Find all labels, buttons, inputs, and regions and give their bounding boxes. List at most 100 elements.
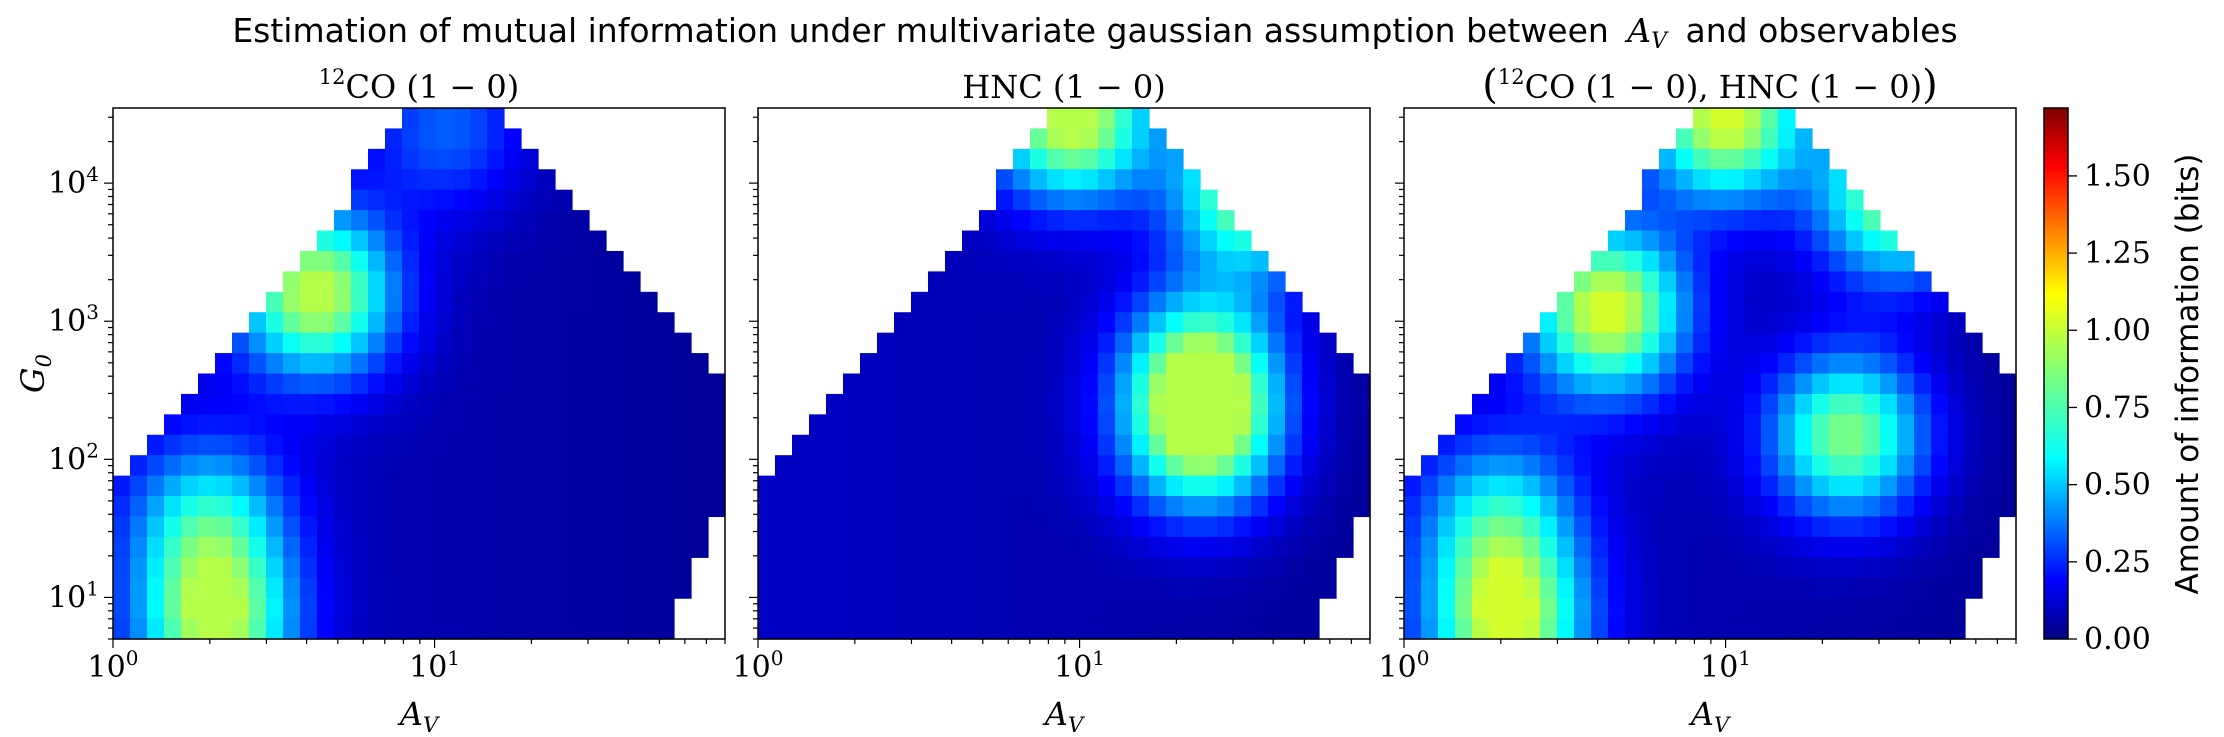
heatmap-cell xyxy=(402,230,420,252)
heatmap-cell xyxy=(877,414,895,436)
heatmap-cell xyxy=(1234,271,1252,293)
heatmap-cell xyxy=(775,496,793,518)
heatmap-cell xyxy=(1540,332,1558,354)
heatmap-cell xyxy=(708,393,726,415)
heatmap-cell xyxy=(334,291,352,313)
heatmap-cell xyxy=(1455,618,1473,640)
heatmap-cell xyxy=(894,312,912,334)
heatmap-cell xyxy=(555,557,573,579)
heatmap-cell xyxy=(640,414,658,436)
heatmap-cell xyxy=(1098,455,1116,477)
heatmap-cell xyxy=(283,414,301,436)
heatmap-cell xyxy=(606,393,624,415)
heatmap-cell xyxy=(1812,516,1830,538)
heatmap-cell xyxy=(945,577,963,599)
heatmap-cell xyxy=(283,536,301,558)
heatmap-cell xyxy=(1659,250,1677,272)
heatmap-cell xyxy=(453,271,471,293)
heatmap-cell xyxy=(1863,393,1881,415)
heatmap-cell xyxy=(1846,210,1864,232)
heatmap-cell xyxy=(1251,250,1269,272)
heatmap-cell xyxy=(572,250,590,272)
heatmap-cell xyxy=(589,598,607,620)
heatmap-cell xyxy=(1166,516,1184,538)
heatmap-cell xyxy=(1761,496,1779,518)
x-axis-label-sub: V xyxy=(1068,713,1085,737)
heatmap-cell xyxy=(436,128,454,150)
heatmap-cell xyxy=(1982,475,2000,497)
heatmap-cell xyxy=(1778,496,1796,518)
heatmap-cell xyxy=(555,291,573,313)
heatmap-cell xyxy=(1336,414,1354,436)
heatmap-cell xyxy=(1625,618,1643,640)
heatmap-cell xyxy=(1149,291,1167,313)
heatmap-cell xyxy=(1217,210,1235,232)
heatmap-cell xyxy=(1591,393,1609,415)
heatmap-cell xyxy=(1285,291,1303,313)
heatmap-cell xyxy=(1829,455,1847,477)
heatmap-cell xyxy=(1914,455,1932,477)
heatmap-cell xyxy=(419,210,437,232)
heatmap-cell xyxy=(1251,353,1269,375)
heatmap-cell xyxy=(589,230,607,252)
heatmap-cell xyxy=(1795,291,1813,313)
heatmap-cell xyxy=(1149,250,1167,272)
heatmap-cell xyxy=(1285,598,1303,620)
heatmap-cell xyxy=(1965,373,1983,395)
heatmap-cell xyxy=(945,353,963,375)
heatmap-cell xyxy=(996,455,1014,477)
heatmap-cell xyxy=(1115,516,1133,538)
heatmap-cell xyxy=(1285,496,1303,518)
heatmap-cell xyxy=(1081,536,1099,558)
heatmap-cell xyxy=(1965,393,1983,415)
heatmap-cell xyxy=(1693,148,1711,170)
heatmap-cell xyxy=(402,373,420,395)
heatmap-cell xyxy=(1812,618,1830,640)
heatmap-cell xyxy=(164,434,182,456)
heatmap-cell xyxy=(1285,577,1303,599)
heatmap-cell xyxy=(1744,210,1762,232)
heatmap-cell xyxy=(708,475,726,497)
heatmap-cell xyxy=(1574,373,1592,395)
heatmap-cell xyxy=(1489,373,1507,395)
heatmap-cell xyxy=(911,414,929,436)
heatmap-cell xyxy=(928,536,946,558)
heatmap-cell xyxy=(1132,230,1150,252)
x-tick-label: 100 xyxy=(733,646,784,685)
heatmap-cell xyxy=(674,414,692,436)
heatmap-cell xyxy=(504,250,522,272)
heatmap-cell xyxy=(266,557,284,579)
heatmap-cell xyxy=(1523,536,1541,558)
heatmap-cell xyxy=(589,455,607,477)
heatmap-cell xyxy=(894,618,912,640)
heatmap-cell xyxy=(1030,393,1048,415)
heatmap-cell xyxy=(657,373,675,395)
heatmap-cell xyxy=(368,250,386,272)
heatmap-cell xyxy=(572,332,590,354)
heatmap-cell xyxy=(300,598,318,620)
heatmap-cell xyxy=(249,557,267,579)
heatmap-cell xyxy=(538,536,556,558)
heatmap-cell xyxy=(1149,148,1167,170)
heatmap-cell xyxy=(1523,353,1541,375)
heatmap-cell xyxy=(1251,271,1269,293)
heatmap-cell xyxy=(708,455,726,477)
heatmap-cell xyxy=(300,434,318,456)
heatmap-cell xyxy=(402,189,420,211)
heatmap-cell xyxy=(385,291,403,313)
heatmap-cell xyxy=(402,598,420,620)
heatmap-cell xyxy=(1081,210,1099,232)
heatmap-cell xyxy=(1642,577,1660,599)
heatmap-cell xyxy=(351,557,369,579)
heatmap-cell xyxy=(623,353,641,375)
heatmap-cell xyxy=(419,393,437,415)
heatmap-cell xyxy=(1931,332,1949,354)
heatmap-cell xyxy=(487,353,505,375)
heatmap-cell xyxy=(283,598,301,620)
heatmap-cell xyxy=(1727,291,1745,313)
heatmap-cell xyxy=(1982,536,2000,558)
heatmap-cell xyxy=(1234,618,1252,640)
heatmap-cell xyxy=(1098,271,1116,293)
heatmap-cell xyxy=(1829,291,1847,313)
heatmap-cell xyxy=(1030,353,1048,375)
